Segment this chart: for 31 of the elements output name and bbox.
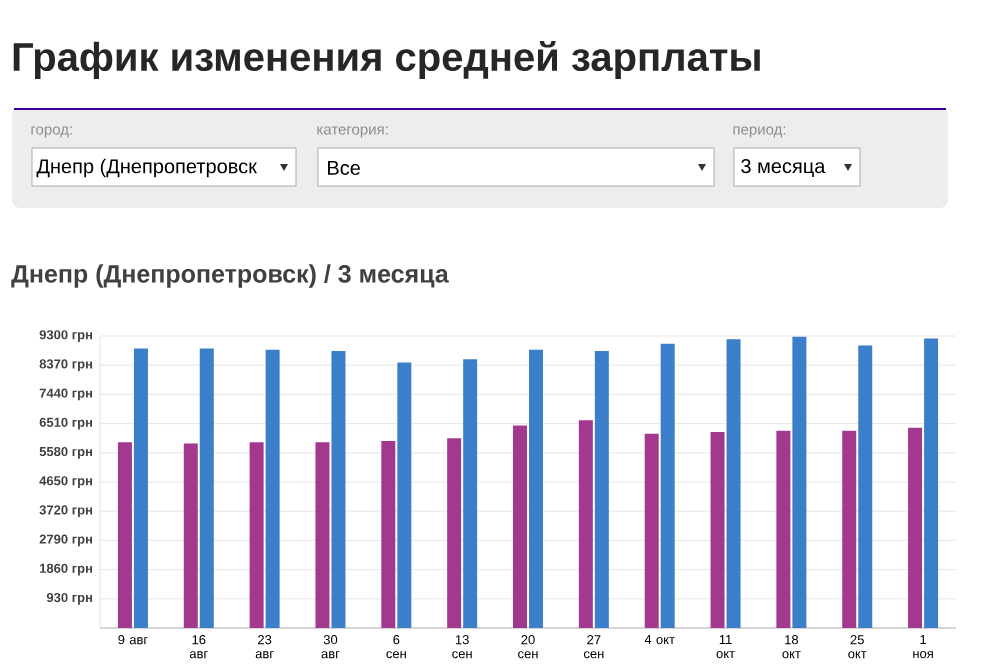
- bar: [331, 351, 346, 628]
- bar: [463, 359, 478, 628]
- bar: [133, 348, 148, 628]
- bar: [183, 443, 198, 628]
- bar: [858, 345, 873, 628]
- bar: [842, 430, 857, 628]
- bar: [644, 433, 659, 628]
- chart-subtitle: Днепр (Днепропетровск) / 3 месяца: [11, 264, 449, 288]
- bar: [513, 425, 528, 628]
- bar: [265, 349, 280, 628]
- bar: [594, 351, 609, 628]
- bar: [397, 362, 412, 628]
- text: 3 месяца: [741, 159, 826, 177]
- bar: [660, 343, 675, 628]
- bar: [199, 348, 214, 628]
- chart-title: График изменения средней зарплаты: [13, 40, 760, 80]
- bar: [117, 442, 132, 628]
- bar: [924, 338, 939, 628]
- bar: [776, 430, 791, 628]
- bar: [908, 427, 923, 628]
- bar: [447, 438, 462, 628]
- bar: [315, 442, 330, 628]
- bar: [529, 349, 544, 628]
- text: Все: [328, 161, 360, 175]
- bar: [710, 432, 725, 628]
- bar: [249, 442, 264, 628]
- bar: [578, 420, 593, 628]
- bar: [792, 336, 807, 628]
- bar: [726, 339, 741, 628]
- text: Днепр (Днепропетровск: [36, 158, 258, 178]
- bar: [381, 440, 396, 628]
